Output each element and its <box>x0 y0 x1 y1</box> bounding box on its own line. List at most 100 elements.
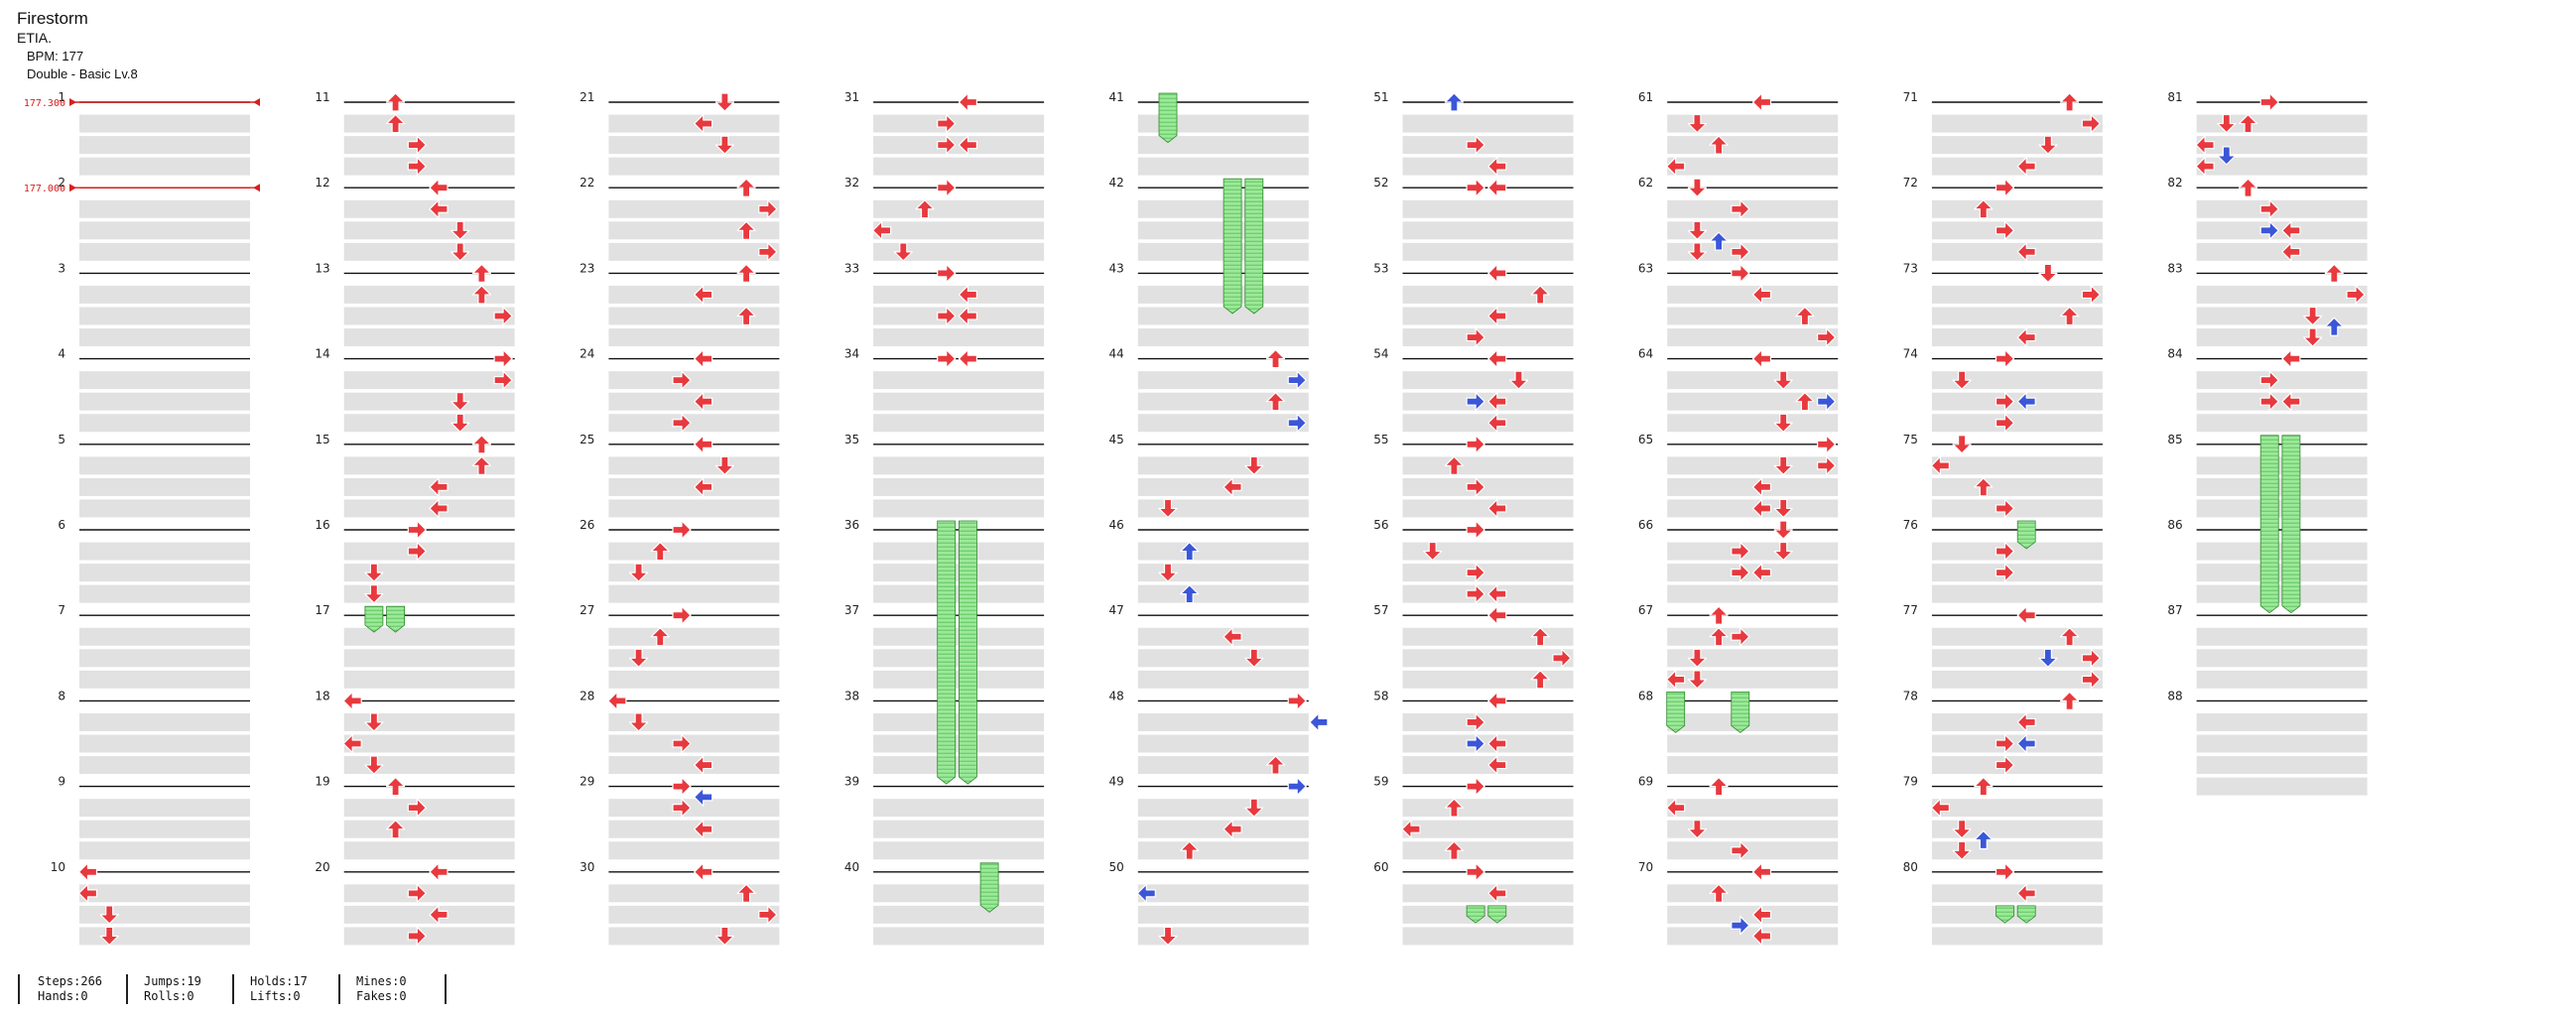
beat-band <box>1667 841 1839 860</box>
beat-band <box>2196 414 2368 433</box>
tap-note-left-red <box>2281 220 2301 240</box>
beat-band <box>79 199 250 218</box>
beat-band <box>1931 371 2103 390</box>
tap-note-down-red <box>451 220 470 240</box>
beat-band <box>1931 414 2103 433</box>
beat-band <box>608 328 780 347</box>
measure-number: 82 <box>2167 176 2182 190</box>
tap-note-up-blue <box>1180 584 1200 604</box>
tap-note-left-red <box>1751 563 1772 582</box>
tap-note-right-red <box>758 905 778 925</box>
beat-band <box>1667 199 1839 218</box>
tap-note-left-blue <box>1136 883 1156 903</box>
beat-band <box>79 756 250 775</box>
beat-band <box>1402 799 1574 818</box>
tap-note-down-red <box>2217 113 2237 134</box>
beat-band <box>1137 564 1309 582</box>
measure-number: 16 <box>315 518 329 532</box>
beat-band <box>343 157 515 176</box>
tap-note-right-red <box>1995 541 2015 562</box>
measure-number: 86 <box>2167 518 2182 532</box>
tap-note-up-red <box>1795 392 1815 412</box>
measure-number: 79 <box>1903 775 1918 789</box>
tap-note-down-red <box>714 135 735 155</box>
beat-band <box>1931 799 2103 818</box>
measure-number: 85 <box>2167 433 2182 446</box>
tap-note-right-red <box>672 370 692 390</box>
measure-number: 68 <box>1638 689 1653 702</box>
tap-note-left-red <box>1666 670 1686 690</box>
beat-band <box>79 477 250 496</box>
beat-band <box>1931 285 2103 304</box>
tap-note-left-red <box>1666 798 1686 818</box>
measure-number: 3 <box>58 261 65 275</box>
tap-note-right-red <box>407 883 427 903</box>
tap-note-right-red <box>1731 563 1750 582</box>
beat-band <box>1667 136 1839 155</box>
beat-band <box>1931 756 2103 775</box>
beat-band <box>1137 584 1309 603</box>
beat-band <box>1667 157 1839 176</box>
beat-band <box>1667 328 1839 347</box>
tap-note-up-red <box>1530 627 1550 647</box>
tap-note-left-red <box>2016 605 2036 625</box>
measure-number: 83 <box>2167 261 2182 275</box>
tap-note-down-red <box>893 242 913 262</box>
beat-band <box>873 114 1045 133</box>
tap-note-up-red <box>1974 477 1994 497</box>
tap-note-right-red <box>2259 370 2279 390</box>
beat-band <box>1931 477 2103 496</box>
beat-band <box>343 734 515 753</box>
beat-band <box>1402 542 1574 561</box>
tap-note-left-red <box>1666 157 1686 177</box>
beat-band <box>2196 712 2368 731</box>
measure-number: 65 <box>1638 433 1653 446</box>
tap-note-right-red <box>2081 648 2101 668</box>
tap-note-left-red <box>1223 477 1242 497</box>
tap-note-up-red <box>1444 840 1465 860</box>
measure-number: 41 <box>1109 90 1124 104</box>
tap-note-up-red <box>736 220 756 240</box>
tap-note-up-red <box>1974 776 1994 797</box>
tap-note-right-red <box>2081 670 2101 690</box>
tap-note-left-red <box>2016 157 2036 177</box>
tap-note-down-red <box>451 413 470 433</box>
tap-note-left-red <box>1930 798 1951 818</box>
tap-note-down-red <box>1952 840 1972 860</box>
beat-band <box>79 584 250 603</box>
tap-note-down-red <box>628 712 649 732</box>
tap-note-down-red <box>1244 648 1264 668</box>
tap-note-left-red <box>1751 477 1772 497</box>
tap-note-up-red <box>471 455 491 475</box>
tap-note-right-red <box>407 157 427 177</box>
stats-separator <box>232 974 234 1004</box>
bpm-marker: 177.000 <box>24 184 260 194</box>
tap-note-left-red <box>429 905 449 925</box>
beat-band <box>873 820 1045 838</box>
measure-number: 38 <box>844 689 859 702</box>
beat-band <box>2196 285 2368 304</box>
tap-note-down-red <box>1952 820 1972 839</box>
beat-band <box>1137 392 1309 411</box>
tap-note-left-red <box>2016 327 2036 347</box>
beat-band <box>1931 114 2103 133</box>
beat-band <box>1931 841 2103 860</box>
beat-band <box>1667 414 1839 433</box>
beat-band <box>1402 371 1574 390</box>
beat-band <box>1137 157 1309 176</box>
tap-note-right-red <box>2081 285 2101 305</box>
measure-number: 31 <box>844 90 859 104</box>
measure-number: 10 <box>51 860 65 874</box>
hold-note <box>1666 692 1686 733</box>
measure-number: 30 <box>580 860 594 874</box>
beat-band <box>79 820 250 838</box>
beat-band <box>79 905 250 924</box>
beat-band <box>2196 328 2368 347</box>
measure-number: 63 <box>1638 261 1653 275</box>
beat-band <box>1402 927 1574 946</box>
measure-number: 84 <box>2167 347 2182 361</box>
beat-band <box>2196 157 2368 176</box>
beat-band <box>1402 456 1574 475</box>
tap-note-right-red <box>1466 584 1485 604</box>
beat-band <box>343 927 515 946</box>
